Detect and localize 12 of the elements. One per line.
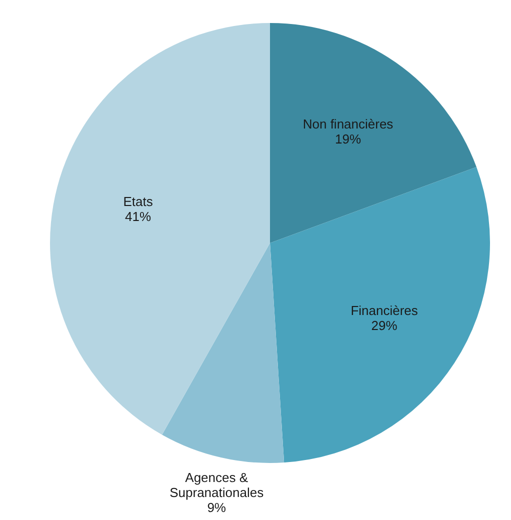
data-label: 29% <box>371 317 398 332</box>
slice-label: Non financières <box>302 116 394 132</box>
data-label: 19% <box>335 131 362 146</box>
pie-slice <box>162 243 284 463</box>
slice-label: Financières <box>350 302 418 318</box>
pie-slice <box>50 23 270 435</box>
data-label: 41% <box>125 208 152 224</box>
slice-label: Agences & Supranationales <box>170 469 264 500</box>
pie-slice <box>270 23 476 243</box>
data-label: 9% <box>207 499 226 514</box>
pie-slice <box>270 167 490 463</box>
slice-label: Etats <box>123 193 154 208</box>
